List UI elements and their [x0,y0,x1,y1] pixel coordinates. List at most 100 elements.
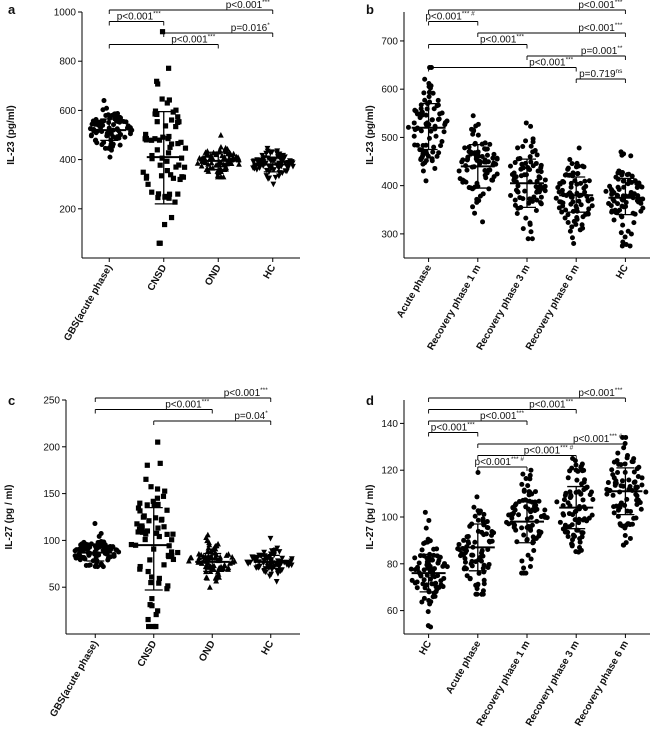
data-point [253,555,260,562]
data-point [276,549,283,555]
data-point [426,135,432,141]
data-point [271,549,277,556]
data-point [607,183,613,189]
data-point [618,230,624,236]
significance-stars: *** # [560,445,573,452]
data-point [142,536,148,543]
data-point [225,566,231,572]
data-point [528,229,534,235]
data-point [525,552,531,558]
data-point [412,107,418,113]
data-point [516,512,522,518]
data-point [586,178,592,184]
data-point [154,486,161,492]
data-point [142,135,149,141]
data-point [627,243,633,249]
data-point [579,468,585,474]
data-point [489,532,495,538]
data-point [444,118,450,124]
data-point [280,152,287,159]
data-point [478,558,484,564]
data-point [527,220,533,226]
data-point [144,528,151,534]
data-point [512,202,518,208]
data-point [638,197,644,203]
data-point [586,206,592,212]
data-point [469,563,475,569]
data-point [542,177,548,183]
data-point [506,512,512,518]
data-point [569,161,575,167]
significance-bracket: p=0.001** [526,45,626,60]
data-point [538,194,544,200]
data-point [111,122,117,128]
data-point [475,132,481,138]
data-point [438,143,444,149]
chart-panel-c: c 50 100 150 200 250 IL-27 (pg / ml) GBS(acute … [4,387,300,719]
data-point [166,195,172,201]
data-point [154,495,161,501]
data-point [562,529,568,535]
data-point [472,539,478,545]
data-point [263,167,270,174]
data-point [147,602,153,608]
data-point [527,489,533,495]
data-point [271,563,278,569]
significance-bracket: p<0.001*** # [477,445,577,460]
data-point [479,548,485,554]
data-point [169,537,175,543]
data-point [605,480,611,486]
data-point [470,204,476,210]
data-point [154,530,160,536]
data-point [511,170,517,176]
significance-stars: *** # [462,11,475,18]
data-point [568,184,574,190]
data-point [145,181,151,187]
data-point [168,141,175,147]
data-point [249,554,256,561]
data-point [162,488,168,494]
data-point [83,562,89,568]
data-point [144,462,150,468]
data-point [288,562,295,569]
data-point [429,117,435,123]
data-point [182,145,189,151]
data-point [227,560,233,566]
data-point [145,568,151,575]
data-point [486,186,492,192]
data-point [519,558,525,564]
data-point [512,197,518,203]
data-point [434,103,440,109]
data-point [634,493,640,499]
data-point [620,542,626,548]
data-point [610,472,616,478]
significance-bracket: p<0.001*** # [475,456,528,471]
data-point [611,510,617,516]
data-point [632,479,638,485]
significance-stars: *** [262,0,270,6]
data-point [615,201,621,207]
data-point [117,119,123,125]
data-point [554,499,560,505]
data-point [164,168,170,174]
data-point [155,191,162,197]
data-point [206,584,213,590]
data-point [622,533,628,539]
data-point [98,122,104,128]
data-point [568,180,574,186]
data-point [432,165,438,171]
data-point [161,524,167,530]
data-point [92,121,98,127]
data-point [203,166,210,173]
data-point [441,575,447,581]
data-point [531,194,537,200]
data-point [435,560,441,566]
data-point [589,196,595,202]
data-point [530,139,536,145]
significance-bracket: p<0.001*** [428,410,528,425]
data-point [222,144,229,151]
data-point [579,481,585,487]
data-point [426,94,432,100]
data-point [87,562,93,568]
p-value: p<0.001 [475,457,512,468]
